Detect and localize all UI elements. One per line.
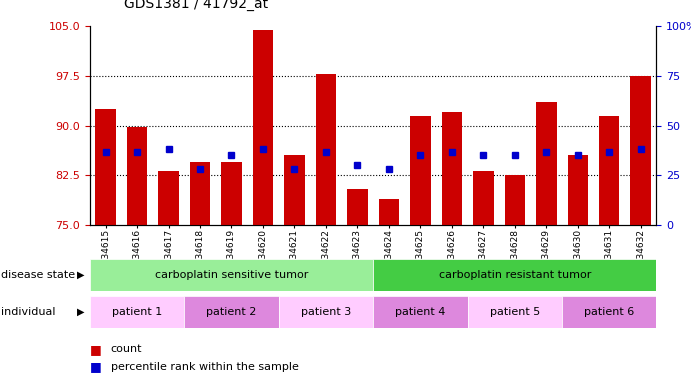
- Bar: [284, 155, 305, 225]
- Bar: [562, 296, 656, 328]
- Bar: [316, 74, 336, 225]
- Bar: [347, 189, 368, 225]
- Text: percentile rank within the sample: percentile rank within the sample: [111, 362, 299, 372]
- Bar: [630, 76, 651, 225]
- Text: ■: ■: [90, 360, 102, 373]
- Bar: [410, 116, 430, 225]
- Bar: [95, 109, 116, 225]
- Text: patient 1: patient 1: [112, 307, 162, 317]
- Bar: [221, 162, 242, 225]
- Text: disease state: disease state: [1, 270, 75, 280]
- Text: ▶: ▶: [77, 307, 85, 317]
- Bar: [184, 296, 278, 328]
- Text: ■: ■: [90, 343, 102, 356]
- Bar: [379, 198, 399, 225]
- Text: count: count: [111, 345, 142, 354]
- Text: patient 5: patient 5: [490, 307, 540, 317]
- Text: carboplatin resistant tumor: carboplatin resistant tumor: [439, 270, 591, 280]
- Text: GDS1381 / 41792_at: GDS1381 / 41792_at: [124, 0, 269, 11]
- Bar: [158, 171, 179, 225]
- Bar: [127, 127, 147, 225]
- Bar: [536, 102, 556, 225]
- Bar: [278, 296, 373, 328]
- Text: patient 6: patient 6: [584, 307, 634, 317]
- Bar: [373, 296, 468, 328]
- Text: carboplatin sensitive tumor: carboplatin sensitive tumor: [155, 270, 308, 280]
- Bar: [473, 171, 493, 225]
- Bar: [442, 112, 462, 225]
- Text: individual: individual: [1, 307, 56, 317]
- Bar: [90, 259, 373, 291]
- Bar: [253, 30, 273, 225]
- Text: patient 2: patient 2: [207, 307, 256, 317]
- Bar: [190, 162, 210, 225]
- Text: ▶: ▶: [77, 270, 85, 280]
- Bar: [504, 176, 525, 225]
- Text: patient 4: patient 4: [395, 307, 446, 317]
- Bar: [373, 259, 656, 291]
- Bar: [90, 296, 184, 328]
- Text: patient 3: patient 3: [301, 307, 351, 317]
- Bar: [599, 116, 619, 225]
- Bar: [567, 155, 588, 225]
- Bar: [468, 296, 562, 328]
